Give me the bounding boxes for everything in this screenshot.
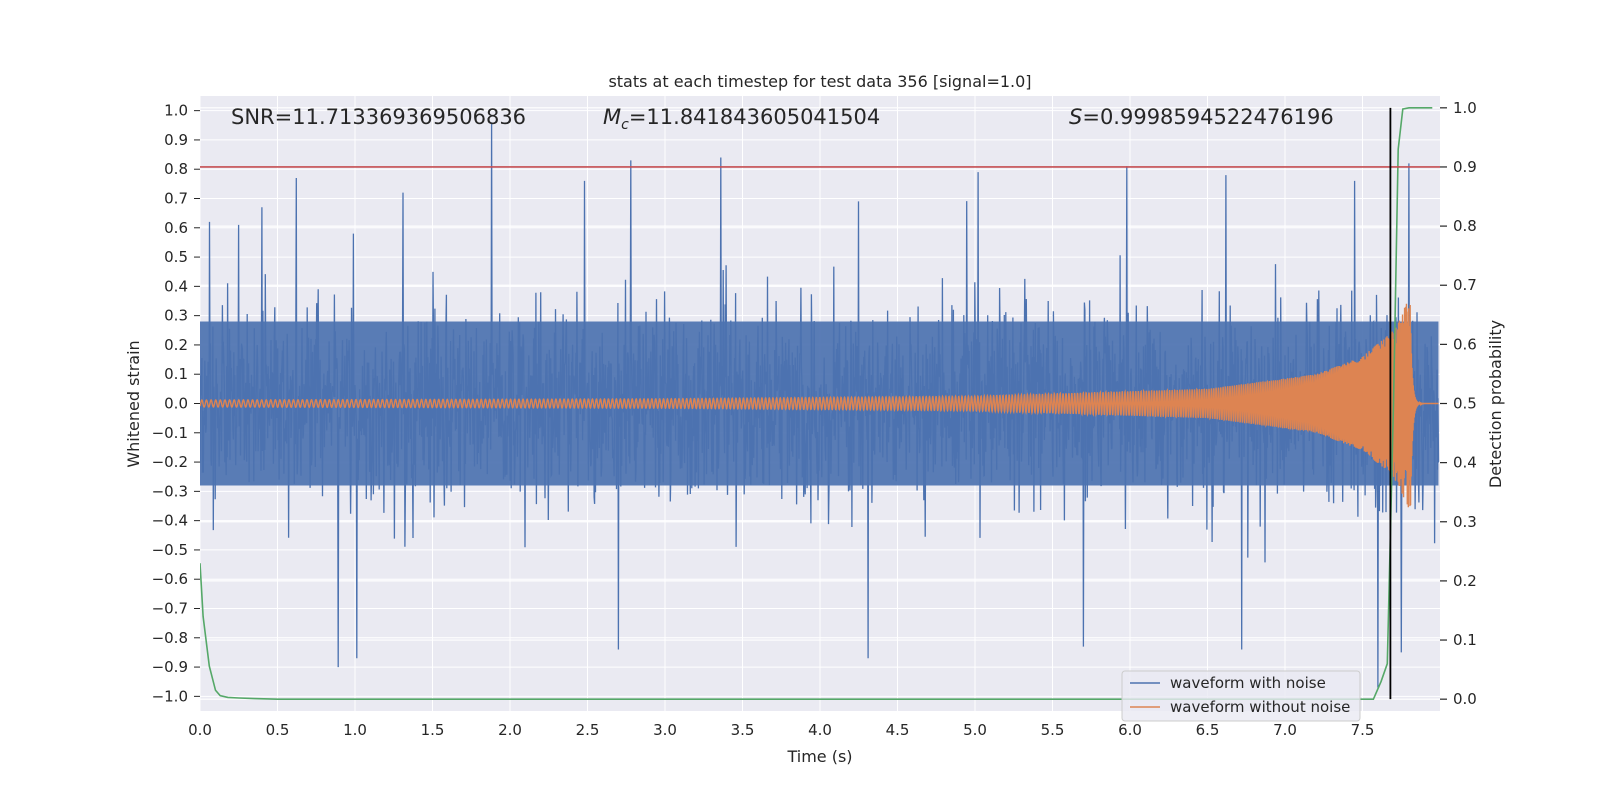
score-symbol: S — [1069, 105, 1082, 129]
x-tick-label: 4.0 — [808, 721, 832, 739]
y-tick-label: 0.6 — [164, 219, 188, 237]
y-tick-label: −0.4 — [152, 512, 188, 530]
y-tick-label: 1.0 — [164, 102, 188, 120]
series-detection-probability — [200, 107, 1433, 700]
y-tick-label: 0.2 — [164, 336, 188, 354]
series-waveform-without-noise — [200, 303, 1439, 508]
x-tick-label: 6.5 — [1196, 721, 1220, 739]
y-tick-label: −0.8 — [152, 629, 188, 647]
y-tick-label: −1.0 — [152, 687, 188, 705]
clean-waveform-line — [200, 303, 1439, 508]
y2-tick-label: 0.8 — [1453, 217, 1477, 235]
chirp-mass-value: =11.841843605041504 — [629, 105, 880, 129]
y-tick-label: 0.9 — [164, 131, 188, 149]
y-tick-label: 0.5 — [164, 248, 188, 266]
score-value: =0.9998594522476196 — [1082, 105, 1333, 129]
y-tick-label: −0.6 — [152, 570, 188, 588]
y2-axis-label: Detection probability — [1486, 320, 1505, 488]
y-tick-label: −0.2 — [152, 453, 188, 471]
legend-box — [1121, 670, 1361, 722]
y-tick-label: −0.7 — [152, 600, 188, 618]
x-tick-label: 0.5 — [266, 721, 290, 739]
y-tick-label: 0.4 — [164, 277, 188, 295]
overlay-lines — [200, 107, 1440, 700]
x-tick-label: 1.0 — [343, 721, 367, 739]
y-tick-label: 0.7 — [164, 190, 188, 208]
y2-tick-label: 0.9 — [1453, 158, 1477, 176]
y-tick-label: 0.1 — [164, 365, 188, 383]
x-tick-label: 1.5 — [421, 721, 445, 739]
y2-tick-label: 0.6 — [1453, 335, 1477, 353]
y2-tick-label: 0.3 — [1453, 513, 1477, 531]
y-tick-label: −0.5 — [152, 541, 188, 559]
x-tick-label: 3.0 — [653, 721, 677, 739]
x-tick-label: 2.5 — [576, 721, 600, 739]
x-tick-label: 3.5 — [731, 721, 755, 739]
snr-annotation: SNR=11.713369369506836 — [231, 105, 526, 129]
y-axis-label: Whitened strain — [124, 340, 143, 467]
probability-line — [200, 107, 1433, 700]
x-tick-label: 2.0 — [498, 721, 522, 739]
y2-tick-label: 0.7 — [1453, 276, 1477, 294]
chirp-mass-symbol: M — [603, 105, 621, 129]
chart-title: stats at each timestep for test data 356… — [608, 72, 1031, 91]
x-tick-label: 6.0 — [1118, 721, 1142, 739]
chirp-mass-subscript: c — [621, 117, 629, 133]
tick-labels: 0.0 0.5 1.0 1.5 2.0 2.5 3.0 3.5 4.0 4.5 5.0 5.5 6.0 6… — [152, 99, 1477, 739]
y-tick-label: −0.1 — [152, 424, 188, 442]
y-tick-label: −0.3 — [152, 482, 188, 500]
y2-tick-label: 0.5 — [1453, 395, 1477, 413]
x-tick-label: 5.0 — [963, 721, 987, 739]
y2-tick-label: 0.1 — [1453, 631, 1477, 649]
y2-tick-label: 0.4 — [1453, 454, 1477, 472]
x-tick-label: 5.5 — [1041, 721, 1065, 739]
legend-label-noise: waveform with noise — [1170, 674, 1326, 692]
y-tick-label: 0.0 — [164, 395, 188, 413]
x-axis-label: Time (s) — [786, 747, 852, 766]
legend-label-clean: waveform without noise — [1170, 698, 1350, 716]
chirp-mass-annotation: Mc=11.841843605041504 — [603, 105, 880, 133]
x-tick-label: 7.0 — [1273, 721, 1297, 739]
score-annotation: S=0.9998594522476196 — [1069, 105, 1334, 129]
y-tick-label: 0.8 — [164, 160, 188, 178]
y-tick-label: −0.9 — [152, 658, 188, 676]
y-tick-label: 0.3 — [164, 307, 188, 325]
y2-tick-label: 0.2 — [1453, 572, 1477, 590]
legend: waveform with noise waveform without noi… — [1121, 670, 1361, 722]
x-tick-label: 7.5 — [1351, 721, 1375, 739]
y2-tick-label: 1.0 — [1453, 99, 1477, 117]
y2-tick-label: 0.0 — [1453, 690, 1477, 708]
x-tick-label: 0.0 — [188, 721, 212, 739]
x-tick-label: 4.5 — [886, 721, 910, 739]
